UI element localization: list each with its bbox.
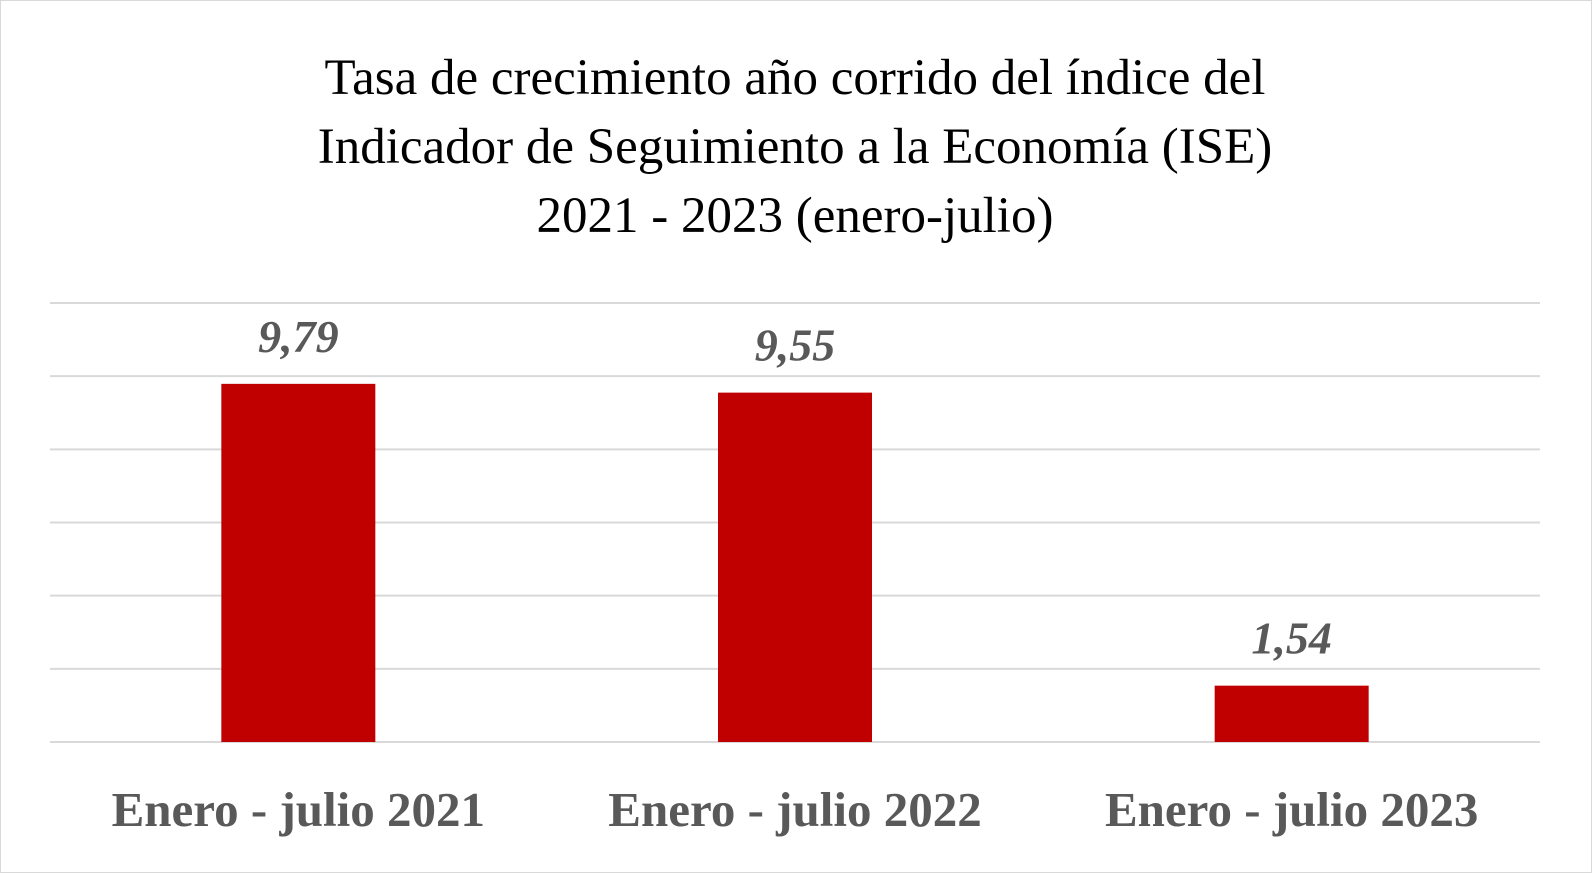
category-label: Enero - julio 2023	[1105, 782, 1478, 837]
category-label: Enero - julio 2022	[608, 782, 981, 837]
chart-title-line-1: Tasa de crecimiento año corrido del índi…	[324, 50, 1266, 106]
bar	[1214, 685, 1369, 742]
chart-title-line-3: 2021 - 2023 (enero-julio)	[536, 188, 1054, 244]
chart-title: Tasa de crecimiento año corrido del índi…	[0, 44, 1590, 251]
category-label: Enero - julio 2021	[112, 782, 485, 837]
data-label: 9,79	[258, 311, 339, 362]
bar	[718, 392, 872, 742]
bars	[221, 383, 1369, 742]
bar	[221, 383, 376, 742]
category-labels: Enero - julio 2021 Enero - julio 2022 Ener…	[112, 782, 1479, 837]
data-labels: 9,79 9,55 1,54	[258, 311, 1332, 664]
chart-title-line-2: Indicador de Seguimiento a la Economía (…	[317, 119, 1273, 175]
data-label: 1,54	[1251, 613, 1332, 664]
data-label: 9,55	[755, 320, 836, 371]
